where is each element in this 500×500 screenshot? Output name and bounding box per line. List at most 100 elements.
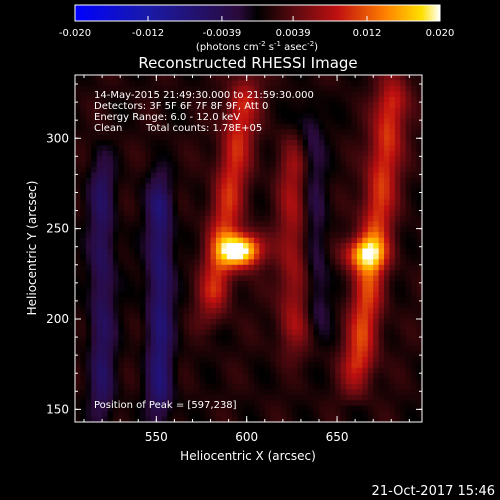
heatmap-cell — [226, 210, 233, 217]
heatmap-cell — [85, 270, 92, 277]
heatmap-cell — [281, 384, 288, 391]
heatmap-cell — [172, 172, 179, 179]
heatmap-cell — [351, 161, 358, 168]
heatmap-cell — [329, 286, 336, 293]
colorbar-unit-label: (photons cm-2 s-1 asec-2) — [196, 40, 318, 53]
heatmap-cell — [129, 243, 136, 250]
heatmap-cell — [80, 145, 87, 152]
heatmap-cell — [85, 199, 92, 206]
heatmap-cell — [313, 356, 320, 363]
heatmap-cell — [194, 112, 201, 119]
heatmap-cell — [150, 351, 157, 358]
heatmap-cell — [183, 335, 190, 342]
heatmap-cell — [302, 232, 309, 239]
heatmap-cell — [221, 80, 228, 87]
heatmap-cell — [226, 178, 233, 185]
heatmap-cell — [362, 161, 369, 168]
heatmap-cell — [329, 362, 336, 369]
heatmap-cell — [91, 318, 98, 325]
heatmap-cell — [80, 140, 87, 147]
heatmap-cell — [194, 215, 201, 222]
heatmap-cell — [362, 356, 369, 363]
heatmap-cell — [232, 150, 239, 157]
heatmap-cell — [378, 172, 385, 179]
heatmap-cell — [378, 188, 385, 195]
heatmap-cell — [178, 362, 185, 369]
heatmap-cell — [194, 405, 201, 412]
heatmap-cell — [112, 416, 119, 422]
heatmap-cell — [167, 172, 174, 179]
heatmap-cell — [356, 291, 363, 298]
heatmap-cell — [253, 150, 260, 157]
heatmap-cell — [215, 140, 222, 147]
heatmap-cell — [281, 156, 288, 163]
heatmap-cell — [378, 362, 385, 369]
heatmap-cell — [324, 118, 331, 125]
heatmap-cell — [253, 335, 260, 342]
heatmap-cell — [302, 221, 309, 228]
heatmap-cell — [313, 112, 320, 119]
heatmap-cell — [324, 324, 331, 331]
heatmap-cell — [253, 340, 260, 347]
heatmap-cell — [210, 167, 217, 174]
heatmap-cell — [80, 112, 87, 119]
heatmap-cell — [346, 183, 353, 190]
heatmap-cell — [346, 302, 353, 309]
heatmap-cell — [134, 183, 141, 190]
heatmap-cell — [297, 178, 304, 185]
heatmap-cell — [134, 335, 141, 342]
heatmap-cell — [286, 324, 293, 331]
heatmap-cell — [145, 145, 152, 152]
heatmap-cell — [80, 243, 87, 250]
heatmap-cell — [384, 183, 391, 190]
heatmap-cell — [291, 150, 298, 157]
heatmap-cell — [248, 102, 255, 109]
heatmap-cell — [362, 264, 369, 271]
heatmap-cell — [373, 313, 380, 320]
heatmap-cell — [118, 270, 125, 277]
heatmap-cell — [188, 378, 195, 385]
heatmap-cell — [215, 221, 222, 228]
heatmap-cell — [221, 405, 228, 412]
heatmap-cell — [226, 112, 233, 119]
heatmap-cell — [389, 129, 396, 136]
heatmap-cell — [167, 188, 174, 195]
heatmap-cell — [150, 91, 157, 98]
heatmap-cell — [107, 264, 114, 271]
heatmap-cell — [389, 243, 396, 250]
heatmap-cell — [313, 394, 320, 401]
heatmap-cell — [172, 340, 179, 347]
heatmap-cell — [362, 270, 369, 277]
heatmap-cell — [96, 140, 103, 147]
heatmap-cell — [264, 183, 271, 190]
heatmap-cell — [129, 167, 136, 174]
heatmap-cell — [215, 281, 222, 288]
heatmap-cell — [378, 199, 385, 206]
heatmap-cell — [80, 384, 87, 391]
heatmap-cell — [291, 102, 298, 109]
heatmap-cell — [286, 362, 293, 369]
heatmap-cell — [329, 194, 336, 201]
heatmap-cell — [302, 259, 309, 266]
heatmap-cell — [161, 194, 168, 201]
heatmap-cell — [91, 91, 98, 98]
heatmap-cell — [329, 394, 336, 401]
heatmap-cell — [291, 367, 298, 374]
heatmap-cell — [226, 384, 233, 391]
heatmap-cell — [112, 313, 119, 320]
heatmap-cell — [313, 416, 320, 422]
heatmap-cell — [183, 411, 190, 418]
heatmap-cell — [194, 226, 201, 233]
heatmap-cell — [183, 188, 190, 195]
heatmap-cell — [281, 270, 288, 277]
heatmap-cell — [248, 205, 255, 212]
heatmap-cell — [351, 253, 358, 260]
heatmap-cell — [232, 183, 239, 190]
heatmap-cell — [129, 291, 136, 298]
heatmap-cell — [389, 167, 396, 174]
heatmap-cell — [356, 150, 363, 157]
heatmap-cell — [112, 308, 119, 315]
heatmap-cell — [156, 275, 163, 282]
heatmap-cell — [313, 243, 320, 250]
heatmap-cell — [400, 297, 407, 304]
